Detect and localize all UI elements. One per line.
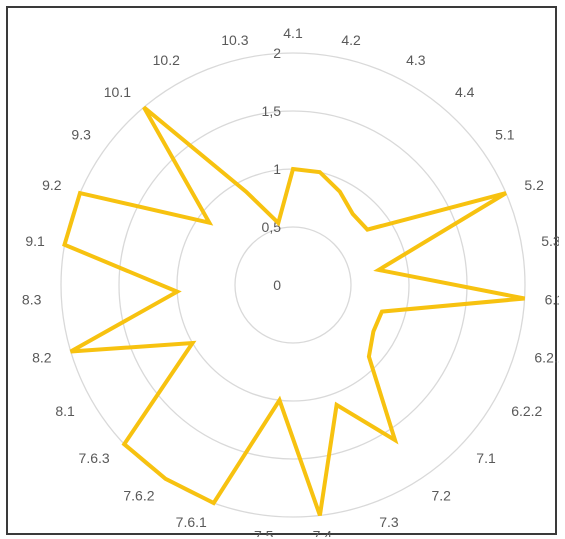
tick-label-layer: 00,511,52	[262, 45, 282, 293]
category-label: 8.2	[32, 349, 52, 365]
category-label: 7.2	[432, 488, 452, 504]
category-label: 7.6.1	[176, 514, 207, 530]
category-label: 8.3	[22, 292, 42, 308]
axis-tick-label: 2	[273, 45, 281, 61]
category-label: 7.3	[379, 514, 399, 530]
category-label: 10.1	[104, 84, 131, 100]
grid-ring-2	[176, 168, 410, 402]
axis-tick-label: 1,5	[262, 103, 282, 119]
series-line-0	[62, 105, 525, 517]
category-label: 7.5	[254, 527, 274, 537]
category-label: 9.2	[42, 177, 62, 193]
axis-tick-label: 0	[273, 277, 281, 293]
category-label: 6.1	[545, 292, 559, 308]
chart-frame: 00,511,52 4.14.24.34.45.15.25.36.16.2.16…	[6, 6, 559, 537]
category-label: 4.2	[341, 32, 361, 48]
grid-ring-4	[60, 52, 526, 518]
category-label: 4.4	[455, 84, 475, 100]
category-label: 4.3	[406, 52, 426, 68]
category-label: 5.2	[524, 177, 544, 193]
category-label: 10.2	[153, 52, 180, 68]
category-label: 9.3	[71, 127, 91, 143]
category-label-layer: 4.1 4.2 4.3 4.4 5.1 5.2 5.3 6.1 6.2.1 6.2.2 7.1 7.2…	[22, 25, 559, 537]
series-layer	[62, 105, 525, 517]
grid-ring-1	[234, 226, 352, 344]
category-label: 7.6.3	[79, 450, 110, 466]
category-label: 5.1	[495, 127, 515, 143]
category-label: 5.3	[541, 233, 559, 249]
radar-chart: 00,511,52 4.14.24.34.45.15.25.36.16.2.16…	[22, 25, 559, 537]
category-label: 6.2.1	[534, 349, 559, 365]
axis-tick-label: 1	[273, 161, 281, 177]
category-label: 4.1	[283, 25, 303, 41]
category-label: 7.4	[313, 527, 333, 537]
category-label: 8.1	[55, 403, 75, 419]
grid-ring-3	[118, 110, 468, 460]
category-label: 9.1	[25, 233, 45, 249]
category-label: 7.6.2	[123, 488, 154, 504]
category-label: 7.1	[476, 450, 496, 466]
category-label: 10.3	[221, 32, 248, 48]
category-label: 6.2.2	[511, 403, 542, 419]
